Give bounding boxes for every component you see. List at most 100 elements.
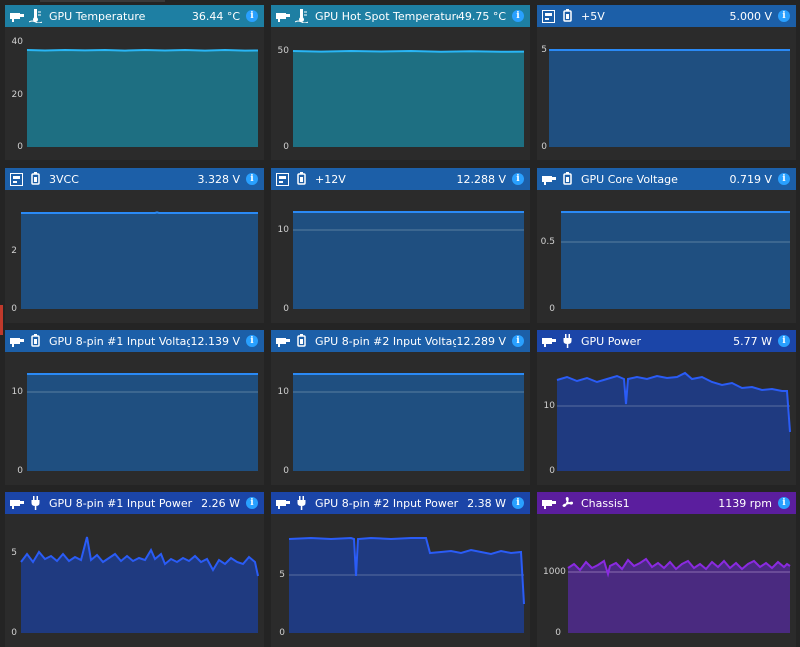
info-icon[interactable]: i xyxy=(778,335,790,347)
graphics-card-icon xyxy=(276,12,290,22)
y-tick: 0.5 xyxy=(540,237,555,247)
card-title: GPU Hot Spot Temperature xyxy=(315,9,458,23)
y-tick: 0 xyxy=(283,304,289,314)
card-header: GPU Core Voltage 0.719 V i xyxy=(537,168,796,190)
y-tick: 40 xyxy=(11,37,23,47)
info-icon[interactable]: i xyxy=(246,173,258,185)
graphics-card-icon xyxy=(542,499,556,509)
card-header: +12V 12.288 V i xyxy=(271,168,530,190)
card-value: 2.26 W xyxy=(201,496,240,510)
card-title: GPU Temperature xyxy=(49,9,146,23)
sensor-graph: 10 0 xyxy=(5,352,264,485)
power-plug-icon xyxy=(31,496,40,510)
sensor-card-gpu-temperature[interactable]: GPU Temperature 36.44 °C i 40 20 0 xyxy=(5,5,264,160)
info-icon[interactable]: i xyxy=(246,10,258,22)
sensor-card-gpu-hot-spot-temperature[interactable]: GPU Hot Spot Temperature 49.75 °C i 50 0 xyxy=(271,5,530,160)
y-tick: 0 xyxy=(11,304,17,314)
sensor-card-12v[interactable]: +12V 12.288 V i 10 0 xyxy=(271,168,530,323)
card-value: 12.139 V xyxy=(190,334,240,348)
sensor-card-3vcc[interactable]: 3VCC 3.328 V i 2 0 xyxy=(5,168,264,323)
y-tick: 0 xyxy=(283,466,289,476)
graphics-card-icon xyxy=(276,499,290,509)
y-tick: 10 xyxy=(11,387,23,397)
card-title: GPU 8-pin #2 Input Power xyxy=(315,496,459,510)
fan-icon xyxy=(562,497,574,507)
y-tick: 50 xyxy=(277,46,289,56)
info-icon[interactable]: i xyxy=(246,335,258,347)
sensor-graph: 40 20 0 xyxy=(5,27,264,160)
card-value: 12.289 V xyxy=(456,334,506,348)
info-icon[interactable]: i xyxy=(778,10,790,22)
card-header: GPU 8-pin #1 Input Voltage 12.139 V i xyxy=(5,330,264,352)
card-header: GPU 8-pin #2 Input Power 2.38 W i xyxy=(271,492,530,514)
sensor-graph: 5 0 xyxy=(271,514,530,647)
card-title: Chassis1 xyxy=(581,496,630,510)
card-value: 5.000 V xyxy=(729,9,772,23)
card-title: 3VCC xyxy=(49,172,79,186)
y-tick: 0 xyxy=(279,628,285,638)
y-tick: 10 xyxy=(277,225,289,235)
sensor-card-chassis1[interactable]: Chassis1 1139 rpm i 1000 0 xyxy=(537,492,796,647)
sensor-graph: 10 0 xyxy=(271,190,530,323)
info-icon[interactable]: i xyxy=(246,497,258,509)
card-header: GPU Hot Spot Temperature 49.75 °C i xyxy=(271,5,530,27)
sensor-card-gpu-8pin-1-input-voltage[interactable]: GPU 8-pin #1 Input Voltage 12.139 V i 10… xyxy=(5,330,264,485)
sensor-graph: 5 0 xyxy=(537,27,796,160)
y-tick: 5 xyxy=(11,548,17,558)
plug-icon xyxy=(563,172,572,185)
power-plug-icon xyxy=(297,496,306,510)
card-header: GPU Temperature 36.44 °C i xyxy=(5,5,264,27)
y-tick: 2 xyxy=(11,246,17,256)
y-tick: 0 xyxy=(17,466,23,476)
info-icon[interactable]: i xyxy=(512,335,524,347)
card-header: GPU 8-pin #2 Input Voltage 12.289 V i xyxy=(271,330,530,352)
card-value: 1139 rpm xyxy=(718,496,772,510)
y-tick: 5 xyxy=(279,570,285,580)
graphics-card-icon xyxy=(276,337,290,347)
sensor-graph: 1000 0 xyxy=(537,514,796,647)
y-tick: 0 xyxy=(549,304,555,314)
graphics-card-icon xyxy=(10,337,24,347)
plug-icon xyxy=(297,172,306,185)
top-divider xyxy=(40,0,165,2)
card-value: 5.77 W xyxy=(733,334,772,348)
info-icon[interactable]: i xyxy=(512,497,524,509)
sensor-graph: 0.5 0 xyxy=(537,190,796,323)
card-header: Chassis1 1139 rpm i xyxy=(537,492,796,514)
sensor-card-gpu-8pin-2-input-voltage[interactable]: GPU 8-pin #2 Input Voltage 12.289 V i 10… xyxy=(271,330,530,485)
sensor-graph: 50 0 xyxy=(271,27,530,160)
graphics-card-icon xyxy=(10,12,24,22)
card-title: GPU 8-pin #2 Input Voltage xyxy=(315,334,457,348)
card-header: GPU 8-pin #1 Input Power 2.26 W i xyxy=(5,492,264,514)
motherboard-icon xyxy=(542,9,555,23)
card-value: 3.328 V xyxy=(197,172,240,186)
y-tick: 10 xyxy=(277,387,289,397)
y-tick: 1000 xyxy=(543,567,566,577)
info-icon[interactable]: i xyxy=(778,173,790,185)
y-tick: 0 xyxy=(555,628,561,638)
sensor-card-gpu-core-voltage[interactable]: GPU Core Voltage 0.719 V i 0.5 0 xyxy=(537,168,796,323)
y-tick: 0 xyxy=(11,628,17,638)
plug-icon xyxy=(563,9,572,22)
card-header: +5V 5.000 V i xyxy=(537,5,796,27)
motherboard-icon xyxy=(276,172,289,186)
card-value: 0.719 V xyxy=(729,172,772,186)
info-icon[interactable]: i xyxy=(512,10,524,22)
plug-icon xyxy=(31,172,40,185)
sensor-card-gpu-8pin-2-input-power[interactable]: GPU 8-pin #2 Input Power 2.38 W i 5 0 xyxy=(271,492,530,647)
sensor-graph: 10 0 xyxy=(537,352,796,485)
sensor-card-gpu-8pin-1-input-power[interactable]: GPU 8-pin #1 Input Power 2.26 W i 5 0 xyxy=(5,492,264,647)
card-title: +5V xyxy=(581,9,605,23)
sensor-card-5v[interactable]: +5V 5.000 V i 5 0 xyxy=(537,5,796,160)
sensor-graph: 10 0 xyxy=(271,352,530,485)
y-tick: 20 xyxy=(11,90,23,100)
graphics-card-icon xyxy=(542,175,556,185)
y-tick: 0 xyxy=(17,142,23,152)
sensor-card-gpu-power[interactable]: GPU Power 5.77 W i 10 0 xyxy=(537,330,796,485)
card-header: GPU Power 5.77 W i xyxy=(537,330,796,352)
graphics-card-icon xyxy=(10,499,24,509)
info-icon[interactable]: i xyxy=(512,173,524,185)
plug-icon xyxy=(31,334,40,347)
info-icon[interactable]: i xyxy=(778,497,790,509)
thermometer-icon xyxy=(29,9,42,23)
